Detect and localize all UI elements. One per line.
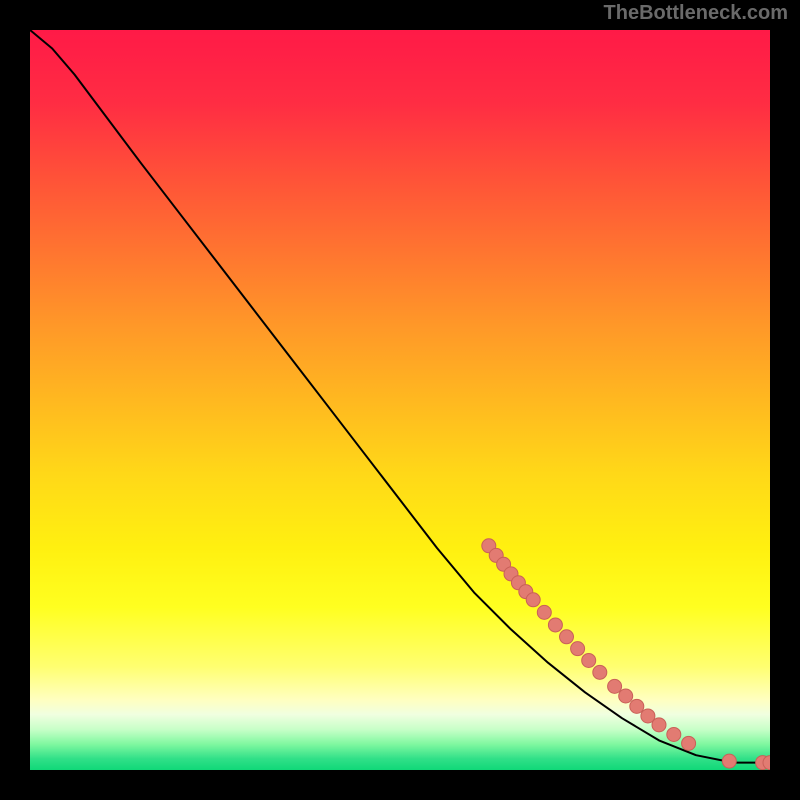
data-marker (630, 699, 644, 713)
data-marker (652, 718, 666, 732)
plot-area (30, 30, 770, 770)
data-marker (682, 736, 696, 750)
data-marker (526, 593, 540, 607)
data-marker (619, 689, 633, 703)
data-marker (582, 653, 596, 667)
chart-svg (30, 30, 770, 770)
data-marker (722, 754, 736, 768)
data-marker (667, 727, 681, 741)
chart-frame: TheBottleneck.com (0, 0, 800, 800)
data-marker (548, 618, 562, 632)
data-marker (608, 679, 622, 693)
data-marker (593, 665, 607, 679)
data-marker (537, 605, 551, 619)
data-marker (571, 642, 585, 656)
watermark-text: TheBottleneck.com (604, 2, 788, 25)
gradient-background (30, 30, 770, 770)
data-marker (560, 630, 574, 644)
